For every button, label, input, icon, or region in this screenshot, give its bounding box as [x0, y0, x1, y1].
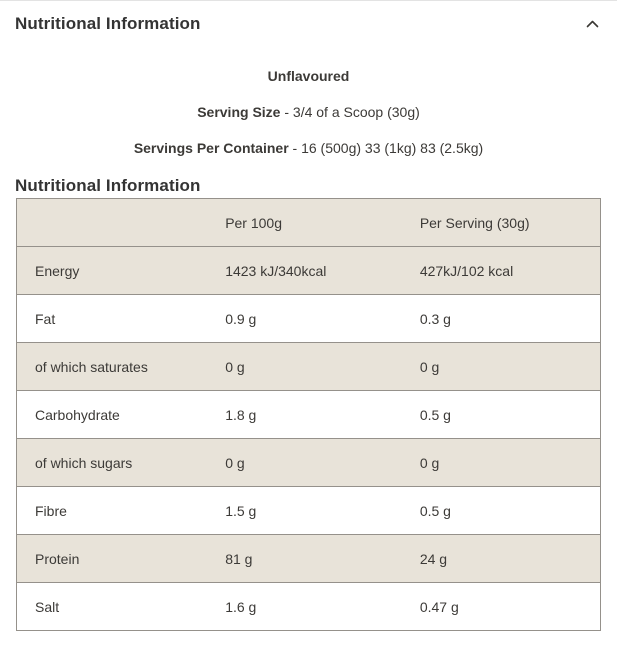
cell-label: Protein: [16, 534, 226, 583]
chevron-up-icon[interactable]: [586, 20, 599, 28]
cell-label: Fibre: [16, 486, 226, 535]
table-row: Energy 1423 kJ/340kcal 427kJ/102 kcal: [16, 246, 601, 295]
cell-label: Carbohydrate: [16, 390, 226, 439]
cell-per_100g: 1.8 g: [225, 390, 420, 439]
table-row: Carbohydrate 1.8 g 0.5 g: [16, 390, 601, 439]
column-header: Per 100g: [225, 198, 420, 247]
cell-label: Energy: [16, 246, 226, 295]
table-row: Fat 0.9 g 0.3 g: [16, 294, 601, 343]
column-header: Per Serving (30g): [419, 198, 601, 247]
cell-per_serving: 0.5 g: [419, 390, 601, 439]
table-body: Energy 1423 kJ/340kcal 427kJ/102 kcal Fat 0.…: [16, 246, 601, 631]
table-row: Protein 81 g 24 g: [16, 534, 601, 583]
column-header: [16, 198, 226, 247]
table-row: Salt 1.6 g 0.47 g: [16, 582, 601, 631]
cell-per_serving: 0.5 g: [419, 486, 601, 535]
cell-per_100g: 0 g: [225, 438, 420, 487]
cell-per_serving: 427kJ/102 kcal: [419, 246, 601, 295]
accordion-header[interactable]: Nutritional Information: [0, 0, 617, 46]
servings-label: Servings Per Container: [133, 140, 289, 156]
cell-label: of which sugars: [16, 438, 226, 487]
table-row: Fibre 1.5 g 0.5 g: [16, 486, 601, 535]
cell-per_serving: 0.3 g: [419, 294, 601, 343]
section-title: Nutritional Information: [15, 176, 201, 195]
serving-size-line: Serving Size - 3/4 of a Scoop (30g): [0, 104, 617, 120]
serving-size-value: - 3/4 of a Scoop (30g): [284, 104, 420, 120]
cell-per_100g: 0 g: [225, 342, 420, 391]
cell-per_serving: 0 g: [419, 342, 601, 391]
flavour-name: Unflavoured: [267, 68, 350, 84]
accordion-title: Nutritional Information: [15, 14, 201, 33]
table-header-row: Per 100g Per Serving (30g): [16, 198, 601, 247]
cell-label: Fat: [16, 294, 226, 343]
servings-per-container-line: Servings Per Container - 16 (500g) 33 (1…: [0, 140, 617, 156]
cell-per_100g: 81 g: [225, 534, 420, 583]
serving-size-label: Serving Size: [197, 104, 281, 120]
cell-per_100g: 0.9 g: [225, 294, 420, 343]
cell-label: Salt: [16, 582, 226, 631]
cell-per_100g: 1.6 g: [225, 582, 420, 631]
cell-per_serving: 0.47 g: [419, 582, 601, 631]
cell-label: of which saturates: [16, 342, 226, 391]
nutrition-table: Per 100g Per Serving (30g) Energy 1423 kJ/…: [16, 198, 601, 631]
servings-value: - 16 (500g) 33 (1kg) 83 (2.5kg): [292, 140, 484, 156]
cell-per_serving: 24 g: [419, 534, 601, 583]
serving-info: Unflavoured Serving Size - 3/4 of a Scoo…: [0, 46, 617, 156]
cell-per_serving: 0 g: [419, 438, 601, 487]
cell-per_100g: 1.5 g: [225, 486, 420, 535]
cell-per_100g: 1423 kJ/340kcal: [225, 246, 420, 295]
